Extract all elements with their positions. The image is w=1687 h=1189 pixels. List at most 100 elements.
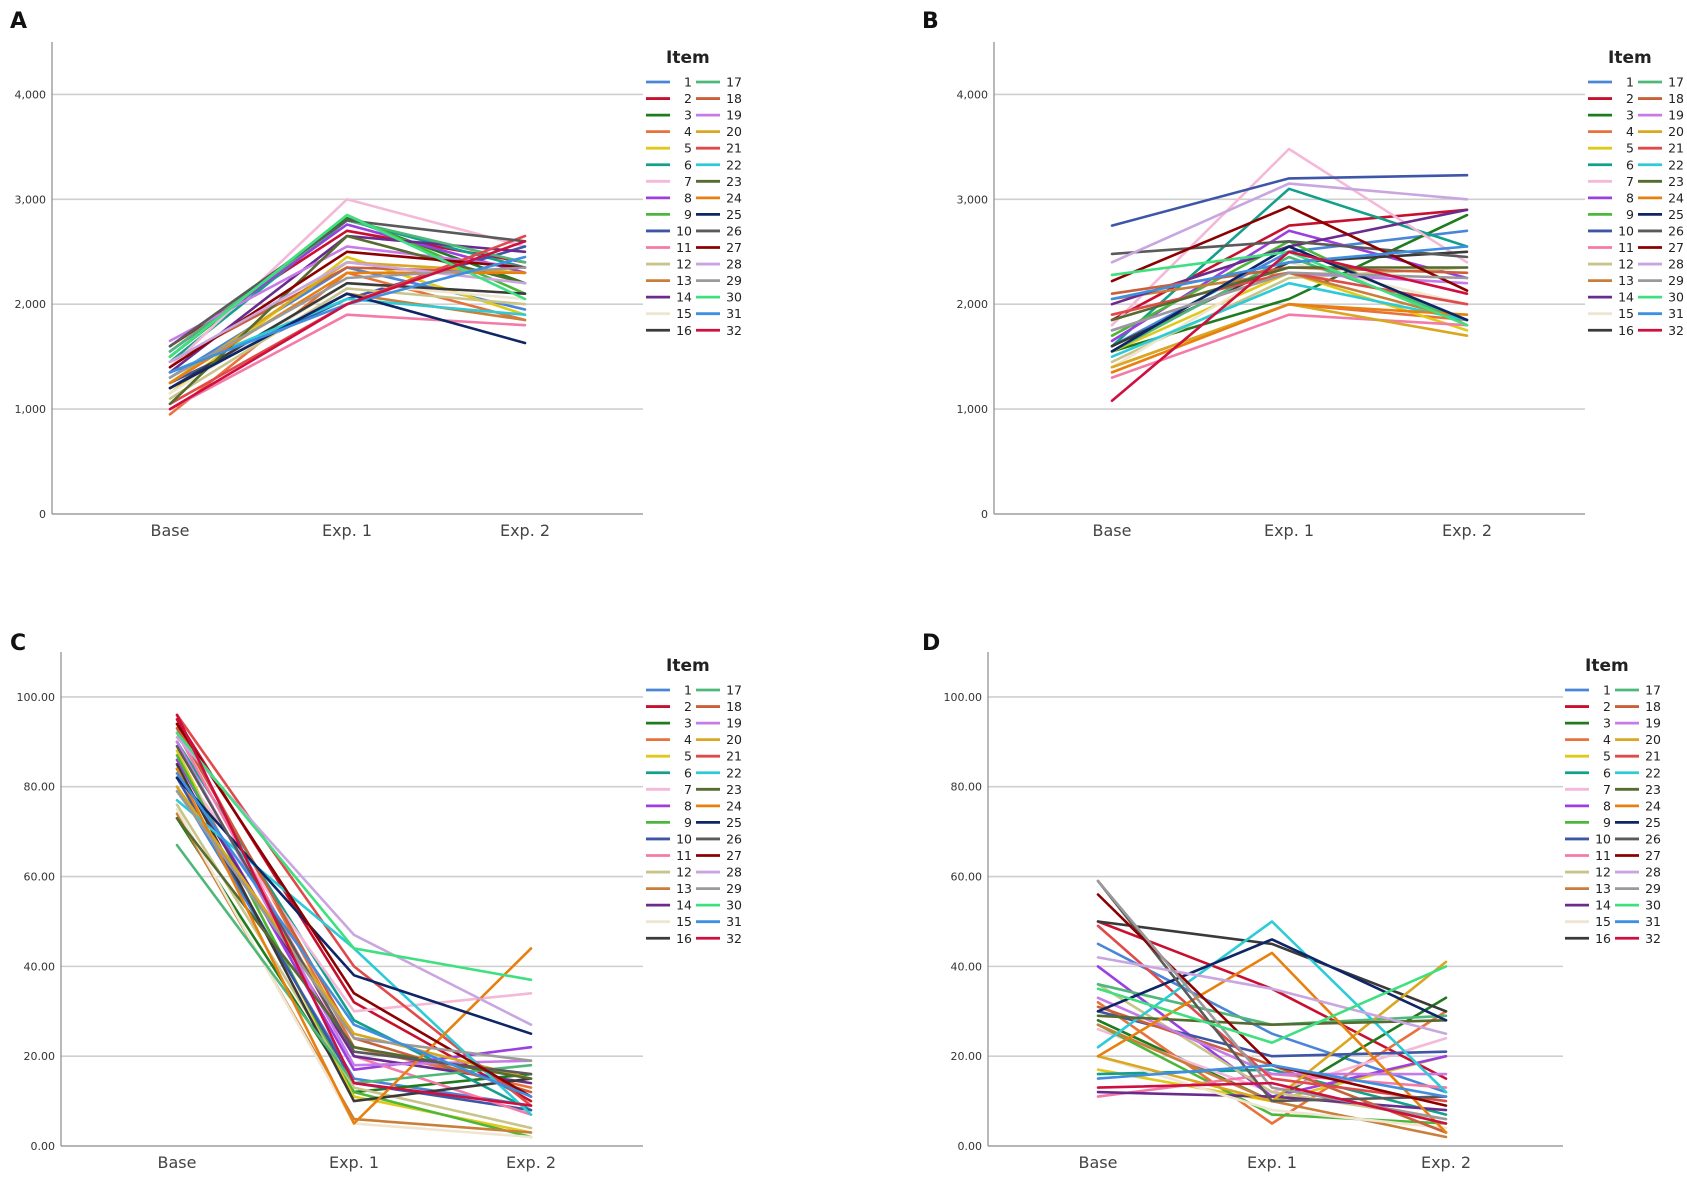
panel-letter: B <box>922 9 939 34</box>
legend-title: Item <box>666 656 710 676</box>
legend-label: 16 <box>1595 931 1611 946</box>
legend-label: 26 <box>1668 223 1684 238</box>
series-line <box>1096 920 1448 1094</box>
series-line <box>168 213 527 359</box>
legend-label: 28 <box>1645 865 1661 880</box>
y-tick-label: 60.00 <box>951 871 983 884</box>
series-line <box>168 234 527 406</box>
legend-label: 32 <box>726 323 742 338</box>
legend-label: 29 <box>726 273 742 288</box>
legend-label: 28 <box>1668 257 1684 272</box>
legend: Item123456789101112131415161718192021222… <box>646 656 742 946</box>
legend-label: 4 <box>684 124 692 139</box>
legend-label: 8 <box>684 798 692 813</box>
legend-label: 7 <box>684 782 692 797</box>
legend-label: 28 <box>726 257 742 272</box>
legend-label: 20 <box>1668 124 1684 139</box>
legend-label: 6 <box>684 157 692 172</box>
legend-label: 2 <box>1626 91 1634 106</box>
legend-label: 21 <box>1668 141 1684 156</box>
series-line <box>175 722 533 1098</box>
legend-label: 13 <box>1595 881 1611 896</box>
legend-label: 31 <box>726 914 742 929</box>
legend-label: 8 <box>684 190 692 205</box>
y-tick-label: 100.00 <box>944 691 983 704</box>
x-tick-label: Exp. 1 <box>1264 521 1314 540</box>
series-line <box>1110 313 1469 379</box>
series-line <box>1096 1023 1448 1125</box>
legend-label: 9 <box>684 815 692 830</box>
legend-label: 4 <box>684 732 692 747</box>
x-tick-label: Exp. 2 <box>506 1153 556 1172</box>
legend-label: 23 <box>726 174 742 189</box>
legend-label: 27 <box>726 240 742 255</box>
legend-label: 31 <box>1645 914 1661 929</box>
series-line <box>1110 250 1469 403</box>
legend-label: 29 <box>726 881 742 896</box>
legend-label: 23 <box>1668 174 1684 189</box>
series-line <box>175 744 533 1076</box>
series-line <box>1110 271 1469 332</box>
legend-label: 19 <box>726 108 742 123</box>
panel-letter: D <box>922 631 940 656</box>
legend-label: 9 <box>1626 207 1634 222</box>
series-line <box>175 771 533 1098</box>
y-tick-label: 20.00 <box>951 1050 983 1063</box>
legend-label: 5 <box>1626 141 1634 156</box>
legend-label: 3 <box>684 108 692 123</box>
legend-label: 18 <box>726 699 742 714</box>
legend-label: 26 <box>1645 831 1661 846</box>
y-tick-label: 3,000 <box>15 193 47 206</box>
x-tick-label: Exp. 1 <box>1247 1153 1297 1172</box>
y-tick-label: 100.00 <box>17 691 56 704</box>
legend-label: 5 <box>684 141 692 156</box>
legend-label: 15 <box>676 306 692 321</box>
legend: Item123456789101112131415161718192021222… <box>1588 48 1684 338</box>
x-tick-label: Base <box>1093 521 1132 540</box>
legend-label: 2 <box>1603 699 1611 714</box>
legend-label: 14 <box>1595 898 1611 913</box>
legend-title: Item <box>666 48 710 68</box>
legend-label: 15 <box>676 914 692 929</box>
series-line <box>1110 208 1469 322</box>
panel-b: B 0 1,000 2,000 3,000 4,000 Base Exp. 1 Exp. 2 I… <box>922 9 1684 540</box>
series-line <box>168 198 527 369</box>
legend-label: 13 <box>676 881 692 896</box>
legend-label: 5 <box>1603 749 1611 764</box>
legend-label: 19 <box>1645 716 1661 731</box>
legend-title: Item <box>1608 48 1652 68</box>
legend-label: 11 <box>1595 848 1611 863</box>
legend-label: 17 <box>1668 75 1684 90</box>
series-line <box>1110 187 1469 348</box>
legend-label: 2 <box>684 91 692 106</box>
legend-label: 14 <box>676 290 692 305</box>
legend-label: 4 <box>1626 124 1634 139</box>
legend-label: 14 <box>1618 290 1634 305</box>
legend-label: 20 <box>1645 732 1661 747</box>
x-tick-label: Exp. 2 <box>500 521 550 540</box>
series-line <box>1096 1081 1448 1125</box>
y-tick-label: 0.00 <box>958 1140 983 1153</box>
series-line <box>175 731 533 982</box>
legend-label: 22 <box>1645 765 1661 780</box>
legend-label: 8 <box>1603 798 1611 813</box>
legend-label: 30 <box>1668 290 1684 305</box>
series-line <box>1096 879 1448 1103</box>
legend-label: 1 <box>684 683 692 698</box>
legend-label: 29 <box>1668 273 1684 288</box>
legend-label: 12 <box>676 257 692 272</box>
legend-label: 1 <box>684 75 692 90</box>
series-line <box>1096 924 1448 1103</box>
series-line <box>175 816 533 1080</box>
legend: Item123456789101112131415161718192021222… <box>646 48 742 338</box>
x-tick-label: Base <box>151 521 190 540</box>
legend-label: 20 <box>726 124 742 139</box>
x-tick-label: Exp. 2 <box>1442 521 1492 540</box>
series-line <box>1096 965 1448 1044</box>
y-tick-label: 0 <box>981 508 988 521</box>
legend-label: 31 <box>1668 306 1684 321</box>
legend-label: 21 <box>726 141 742 156</box>
legend-label: 18 <box>1668 91 1684 106</box>
legend-label: 15 <box>1595 914 1611 929</box>
